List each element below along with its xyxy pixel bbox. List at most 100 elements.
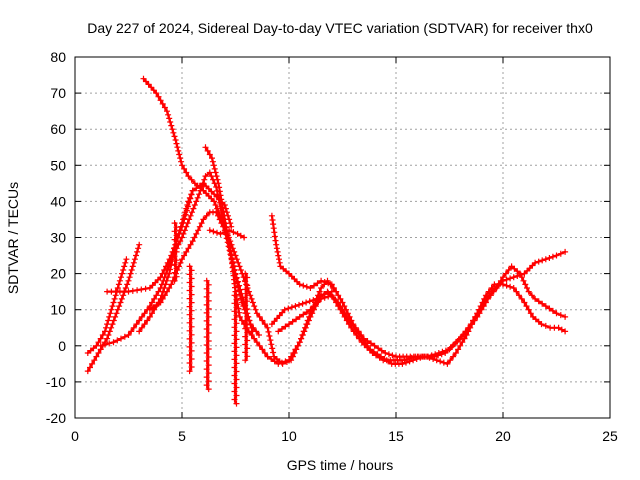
data-point-marker [461,335,468,342]
data-point-marker [231,356,238,363]
data-point-marker [303,309,310,316]
data-point-marker [525,306,532,313]
data-point-marker [95,339,102,346]
data-point-marker [219,204,226,211]
data-point-marker [171,244,178,251]
data-point-marker [539,257,546,264]
data-point-marker [111,295,118,302]
data-point-marker [353,332,360,338]
data-point-marker [181,252,188,259]
data-point-marker [124,281,131,288]
data-point-marker [546,305,553,312]
data-point-marker [188,291,195,298]
data-point-marker [217,230,224,237]
data-point-marker [205,297,212,304]
data-point-marker [562,328,569,335]
y-tick-label: 20 [50,266,66,282]
data-point-marker [210,228,217,235]
data-point-marker [188,176,195,183]
data-point-marker [108,324,115,331]
data-point-marker [87,364,93,371]
data-point-marker [292,346,299,353]
data-point-marker [209,155,215,162]
data-point-marker [276,256,282,263]
data-point-marker [129,263,136,270]
data-point-marker [520,277,527,284]
y-tick-label: 50 [50,157,66,173]
data-point-marker [330,295,337,302]
data-point-marker [302,324,309,331]
data-point-marker [110,339,117,346]
spike-series [171,220,180,284]
data-point-marker [292,303,299,310]
data-point-marker [170,129,177,136]
data-point-marker [440,359,447,366]
data-point-marker [141,321,148,328]
data-point-marker [242,278,249,285]
data-point-marker [203,190,210,197]
data-point-marker [382,350,389,356]
data-point-marker [226,240,233,247]
data-point-marker [171,253,178,260]
data-point-marker [97,342,104,349]
data-point-marker [173,273,180,280]
data-point-marker [149,310,155,317]
data-point-marker [188,307,195,314]
data-point-marker [269,345,276,352]
data-point-marker [233,360,240,367]
data-point-marker [122,285,129,291]
data-point-marker [371,342,378,349]
data-point-marker [212,202,219,208]
data-point-marker [189,238,196,245]
data-point-marker [84,368,91,375]
data-point-marker [318,295,325,302]
data-point-marker [206,227,213,234]
data-point-marker [135,245,142,252]
data-point-marker [154,276,161,283]
data-point-marker [244,313,251,320]
data-point-marker [165,111,172,118]
data-point-marker [233,328,240,335]
data-point-marker [104,335,111,342]
data-point-marker [233,368,240,375]
data-point-marker [510,285,517,291]
x-axis-label: GPS time / hours [287,457,394,473]
data-point-marker [155,93,162,100]
data-point-marker [203,293,210,300]
data-point-marker [202,173,209,180]
data-point-marker [176,227,183,234]
data-point-marker [268,356,275,362]
data-point-marker [181,165,188,172]
data-point-marker [138,286,145,293]
data-point-marker [242,302,249,309]
data-point-marker [183,223,190,230]
data-point-marker [242,317,249,324]
data-point-marker [242,294,249,301]
data-point-marker [136,241,143,248]
data-point-marker [524,267,531,274]
data-point-marker [136,317,143,324]
data-point-marker [186,194,193,201]
series-arc-11 [268,263,569,367]
data-point-marker [337,295,344,302]
data-point-marker [366,347,373,354]
data-point-marker [179,162,185,169]
data-point-marker [265,328,272,335]
data-point-marker [231,388,238,395]
data-point-marker [211,198,218,205]
data-point-marker [198,220,205,227]
data-point-marker [274,248,281,255]
data-point-marker [177,259,184,266]
data-point-marker [423,353,429,360]
data-point-marker [107,310,114,317]
data-point-marker [208,173,215,180]
data-point-marker [186,295,193,302]
data-point-marker [275,328,282,335]
data-point-marker [196,223,203,230]
data-point-marker [205,281,212,288]
data-series [84,75,569,407]
data-point-marker [150,304,157,311]
data-point-marker [184,220,191,227]
data-point-marker [244,290,251,297]
